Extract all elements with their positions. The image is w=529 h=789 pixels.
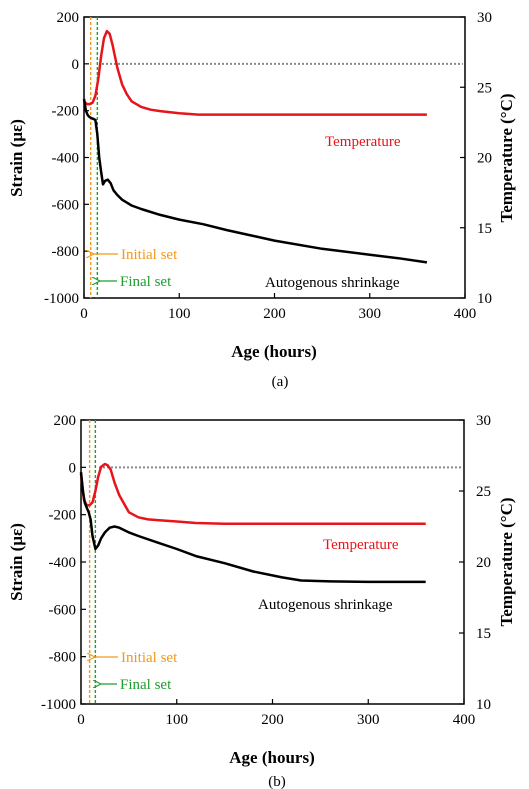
y-tick-label: -600 <box>52 197 80 213</box>
y-tick-label: 0 <box>69 460 77 476</box>
x-tick-label: 200 <box>261 712 284 728</box>
x-tick-label: 400 <box>453 712 476 728</box>
y-tick-label: 200 <box>54 413 77 429</box>
x-tick-label: 200 <box>263 306 286 322</box>
x-tick-label: 0 <box>77 712 85 728</box>
y-tick-label: -200 <box>49 508 77 524</box>
y-ticks-left: 200 0 -200 -400 -600 -800 -1000 <box>44 10 89 307</box>
y2-tick-label: 10 <box>477 291 492 307</box>
panel-label: (b) <box>268 774 286 789</box>
autogenous-shrinkage-label: Autogenous shrinkage <box>258 597 393 613</box>
x-tick-label: 100 <box>168 306 191 322</box>
y-tick-label: -1000 <box>44 291 79 307</box>
y-tick-label: -800 <box>52 244 80 260</box>
y2-tick-label: 25 <box>476 484 491 500</box>
final-set-label: Final set <box>120 274 172 290</box>
temperature-label: Temperature <box>323 537 399 553</box>
y2-tick-label: 20 <box>477 151 492 167</box>
temperature-label: Temperature <box>325 134 401 150</box>
x-axis-title: Age (hours) <box>229 748 314 767</box>
y-axis-title-left: Strain (με) <box>7 119 26 197</box>
y2-tick-label: 15 <box>476 626 491 642</box>
autogenous-shrinkage-series-line <box>81 472 426 582</box>
temperature-series-line <box>81 464 426 524</box>
initial-set-label: Initial set <box>121 650 178 666</box>
y-axis-title-right: Temperature (°C) <box>497 93 516 222</box>
y-ticks-left: 200 0 -200 -400 -600 -800 -1000 <box>41 413 86 713</box>
y2-tick-label: 15 <box>477 221 492 237</box>
y-tick-label: 0 <box>72 57 80 73</box>
panel-label: (a) <box>272 374 289 390</box>
initial-set-label: Initial set <box>121 247 178 263</box>
y-tick-label: -800 <box>49 650 77 666</box>
y2-tick-label: 30 <box>476 413 491 429</box>
autogenous-shrinkage-series-line <box>84 99 427 262</box>
x-tick-label: 400 <box>454 306 477 322</box>
x-tick-label: 300 <box>357 712 380 728</box>
chart-panel-a: 200 0 -200 -400 -600 -800 -1000 30 25 20 15 10 0 10… <box>7 10 516 390</box>
y2-tick-label: 30 <box>477 10 492 26</box>
y-axis-title-right: Temperature (°C) <box>497 497 516 626</box>
x-axis-title: Age (hours) <box>231 342 316 361</box>
x-tick-label: 300 <box>359 306 382 322</box>
y-tick-label: 200 <box>57 10 80 26</box>
y-tick-label: -600 <box>49 602 77 618</box>
x-tick-label: 100 <box>166 712 189 728</box>
x-tick-label: 0 <box>80 306 88 322</box>
y-axis-title-left: Strain (με) <box>7 523 26 601</box>
y-tick-label: -400 <box>49 555 77 571</box>
autogenous-shrinkage-label: Autogenous shrinkage <box>265 275 400 291</box>
y-tick-label: -200 <box>52 104 80 120</box>
temperature-series-line <box>84 31 427 115</box>
y2-tick-label: 25 <box>477 80 492 96</box>
final-set-label: Final set <box>120 677 172 693</box>
y2-tick-label: 10 <box>476 697 491 713</box>
chart-panel-b: 200 0 -200 -400 -600 -800 -1000 30 25 20 15 10 0 10… <box>7 413 516 789</box>
y-tick-label: -1000 <box>41 697 76 713</box>
y-tick-label: -400 <box>52 151 80 167</box>
y2-tick-label: 20 <box>476 555 491 571</box>
